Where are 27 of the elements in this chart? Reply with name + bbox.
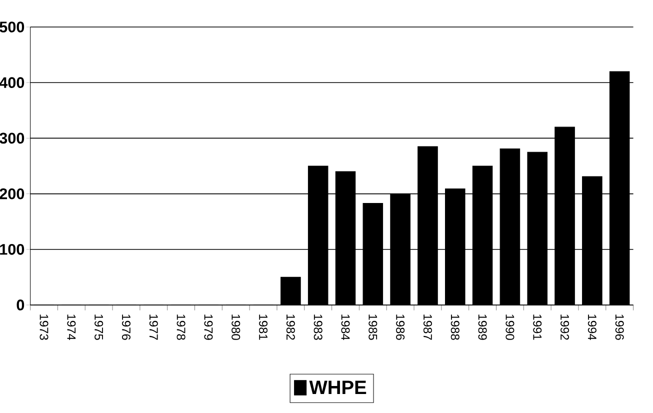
x-tick-label: 1973 — [40, 314, 48, 340]
x-tick-label: 1990 — [506, 314, 514, 340]
x-tick-label: 1991 — [533, 314, 542, 340]
x-tick-label: 1989 — [478, 314, 487, 340]
x-tick-label: 1987 — [423, 314, 432, 340]
x-tick-label: 1974 — [67, 314, 76, 340]
y-tick-label: 100 — [0, 244, 24, 255]
x-tick-label: 1978 — [176, 314, 186, 340]
x-tick-label: 1983 — [314, 314, 322, 340]
x-tick-label: 1988 — [450, 314, 460, 340]
x-tick-label: 1994 — [588, 314, 596, 340]
x-tick-label: 1992 — [560, 314, 570, 340]
x-tick-label: 1986 — [396, 314, 405, 340]
y-tick-label: 500 — [0, 22, 24, 32]
x-tick-label: 1996 — [615, 314, 624, 340]
x-tick-label: 1981 — [259, 314, 268, 340]
legend-label: WHPE — [309, 380, 366, 394]
x-tick-label: 1982 — [286, 314, 295, 340]
y-tick-label: 200 — [0, 188, 24, 200]
x-tick-label: 1984 — [341, 314, 350, 340]
x-tick-label: 1976 — [122, 314, 130, 340]
x-tick-label: 1979 — [204, 314, 213, 340]
x-tick-label: 1975 — [94, 314, 104, 340]
x-tick-label: 1985 — [368, 314, 378, 340]
x-tick-label: 1977 — [149, 314, 158, 340]
x-tick-label: 1980 — [232, 314, 240, 340]
y-tick-label: 0 — [16, 300, 24, 310]
